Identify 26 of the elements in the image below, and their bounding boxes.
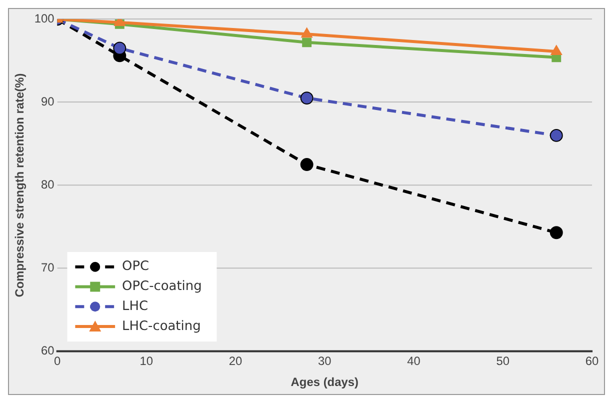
- point: [550, 226, 563, 240]
- y-tick-label: 60: [40, 344, 55, 358]
- x-axis-title: Ages (days): [290, 375, 359, 390]
- x-tick-label: 50: [496, 354, 510, 368]
- point: [550, 45, 562, 56]
- x-tick-label: 40: [407, 354, 421, 368]
- y-tick-label: 90: [40, 94, 55, 109]
- point: [113, 42, 126, 55]
- y-axis-title: Compressive strength retention rate(%): [12, 73, 26, 298]
- point: [300, 158, 314, 171]
- x-tick-label: 10: [140, 354, 154, 368]
- legend-label: LHC-coating: [122, 318, 201, 334]
- y-tick-label: 70: [40, 260, 55, 275]
- x-tick-label: 30: [318, 354, 332, 368]
- y-tick-label: 100: [34, 11, 55, 26]
- x-tick-label: 0: [54, 354, 61, 368]
- point: [302, 38, 312, 48]
- point: [550, 128, 563, 142]
- point: [300, 92, 314, 105]
- point: [301, 28, 313, 38]
- x-tick-label: 60: [585, 354, 600, 368]
- legend-label: LHC: [122, 299, 148, 314]
- x-tick-label: 20: [228, 354, 243, 368]
- legend-label: OPC-coating: [122, 279, 202, 294]
- legend-label: OPC: [122, 259, 150, 274]
- y-tick-label: 80: [40, 178, 55, 192]
